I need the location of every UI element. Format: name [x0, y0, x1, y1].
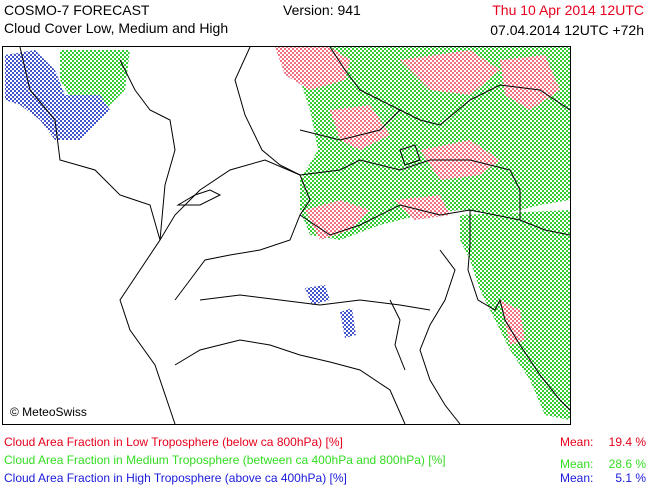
legend-label: Cloud Area Fraction in Medium Tropospher… — [4, 453, 446, 467]
mean-value: 5.1 % — [615, 471, 646, 485]
title: COSMO-7 FORECAST — [4, 2, 150, 18]
map-frame — [2, 46, 571, 425]
legend-label: Cloud Area Fraction in Low Troposphere (… — [4, 435, 343, 449]
mean-label: Mean: — [560, 471, 594, 485]
mean-value: 19.4 % — [608, 435, 646, 449]
subtitle: Cloud Cover Low, Medium and High — [4, 20, 229, 36]
mean-value: 28.6 % — [608, 457, 646, 471]
map-lines — [19, 47, 570, 424]
mean-label: Mean: — [560, 435, 594, 449]
legend-label: Cloud Area Fraction in High Troposphere … — [4, 471, 347, 485]
run-time: 07.04.2014 12UTC +72h — [490, 22, 644, 38]
version: Version: 941 — [283, 2, 361, 18]
cloud-fields — [5, 47, 570, 420]
credit: © MeteoSwiss — [10, 405, 87, 419]
credit-bg — [8, 403, 88, 419]
mean-label: Mean: — [560, 457, 594, 471]
valid-time: Thu 10 Apr 2014 12UTC — [492, 2, 644, 18]
